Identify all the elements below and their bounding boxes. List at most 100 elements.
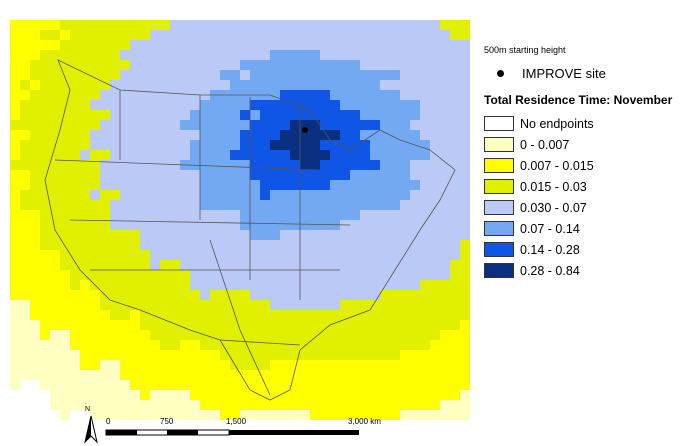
residence-cell	[60, 30, 70, 40]
residence-cell	[300, 400, 310, 410]
residence-cell	[350, 60, 360, 70]
legend-swatch	[484, 200, 514, 215]
residence-cell	[10, 180, 20, 190]
residence-cell	[190, 170, 200, 180]
residence-cell	[230, 270, 240, 280]
residence-cell	[280, 190, 290, 200]
residence-cell	[210, 20, 220, 30]
residence-cell	[320, 100, 330, 110]
residence-cell	[370, 320, 380, 330]
residence-cell	[120, 160, 130, 170]
residence-cell	[160, 210, 170, 220]
residence-cell	[110, 310, 120, 320]
residence-cell	[270, 380, 280, 390]
residence-cell	[270, 330, 280, 340]
residence-cell	[440, 90, 450, 100]
residence-cell	[300, 30, 310, 40]
residence-cell	[310, 230, 320, 240]
residence-cell	[240, 150, 250, 160]
residence-cell	[390, 140, 400, 150]
residence-cell	[60, 380, 70, 390]
residence-cell	[300, 270, 310, 280]
residence-cell	[340, 370, 350, 380]
residence-cell	[40, 310, 50, 320]
residence-cell	[150, 380, 160, 390]
residence-cell	[140, 380, 150, 390]
residence-cell	[60, 230, 70, 240]
residence-cell	[140, 320, 150, 330]
residence-cell	[220, 80, 230, 90]
residence-cell	[290, 50, 300, 60]
residence-cell	[290, 180, 300, 190]
residence-cell	[340, 360, 350, 370]
residence-cell	[90, 260, 100, 270]
residence-cell	[260, 150, 270, 160]
residence-cell	[240, 60, 250, 70]
residence-cell	[410, 110, 420, 120]
residence-cell	[420, 70, 430, 80]
residence-cell	[460, 160, 470, 170]
residence-cell	[140, 100, 150, 110]
residence-cell	[80, 100, 90, 110]
residence-cell	[450, 360, 460, 370]
residence-cell	[70, 360, 80, 370]
residence-cell	[330, 370, 340, 380]
residence-cell	[320, 340, 330, 350]
residence-cell	[290, 370, 300, 380]
residence-cell	[390, 110, 400, 120]
residence-cell	[290, 360, 300, 370]
residence-cell	[20, 150, 30, 160]
residence-cell	[310, 350, 320, 360]
residence-cell	[80, 110, 90, 120]
residence-cell	[360, 110, 370, 120]
residence-cell	[120, 240, 130, 250]
residence-cell	[440, 180, 450, 190]
residence-cell	[120, 260, 130, 270]
residence-cell	[260, 60, 270, 70]
residence-cell	[310, 130, 320, 140]
residence-cell	[430, 380, 440, 390]
residence-cell	[290, 140, 300, 150]
residence-cell	[420, 290, 430, 300]
residence-cell	[400, 280, 410, 290]
residence-cell	[150, 190, 160, 200]
residence-cell	[450, 100, 460, 110]
residence-cell	[430, 410, 440, 420]
residence-cell	[310, 380, 320, 390]
residence-cell	[350, 100, 360, 110]
residence-cell	[250, 220, 260, 230]
residence-cell	[70, 350, 80, 360]
residence-cell	[300, 340, 310, 350]
residence-cell	[300, 170, 310, 180]
residence-cell	[260, 400, 270, 410]
residence-cell	[260, 310, 270, 320]
residence-cell	[250, 200, 260, 210]
residence-cell	[90, 380, 100, 390]
residence-cell	[30, 270, 40, 280]
residence-cell	[390, 80, 400, 90]
residence-cell	[390, 340, 400, 350]
residence-cell	[230, 30, 240, 40]
residence-cell	[220, 220, 230, 230]
residence-cell	[140, 340, 150, 350]
residence-cell	[370, 120, 380, 130]
residence-cell	[20, 360, 30, 370]
residence-cell	[290, 280, 300, 290]
residence-cell	[370, 390, 380, 400]
residence-cell	[310, 140, 320, 150]
residence-cell	[200, 140, 210, 150]
residence-cell	[80, 310, 90, 320]
legend-class-label: 0.07 - 0.14	[520, 221, 580, 236]
residence-cell	[300, 40, 310, 50]
residence-cell	[130, 270, 140, 280]
residence-cell	[310, 320, 320, 330]
residence-cell	[450, 350, 460, 360]
residence-cell	[430, 80, 440, 90]
residence-cell	[230, 210, 240, 220]
residence-cell	[120, 200, 130, 210]
residence-cell	[350, 130, 360, 140]
residence-cell	[460, 330, 470, 340]
residence-cell	[330, 150, 340, 160]
residence-cell	[230, 320, 240, 330]
residence-cell	[320, 180, 330, 190]
